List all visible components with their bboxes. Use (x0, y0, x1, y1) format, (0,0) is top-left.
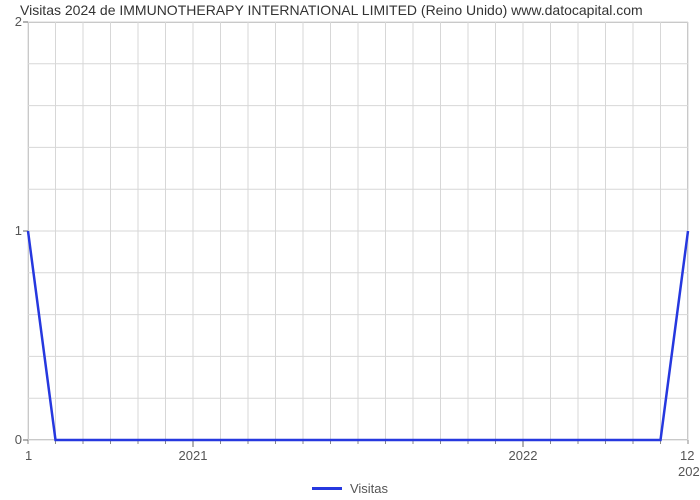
y-tick-label: 1 (2, 223, 22, 238)
legend-swatch (312, 487, 342, 490)
chart-container: Visitas 2024 de IMMUNOTHERAPY INTERNATIO… (0, 0, 700, 500)
x-right-edge-label: 12 (680, 448, 694, 463)
y-tick-label: 0 (2, 432, 22, 447)
legend-label: Visitas (350, 481, 388, 496)
axis-ticks (23, 22, 688, 447)
y-tick-label: 2 (2, 14, 22, 29)
legend: Visitas (0, 480, 700, 496)
x-right-edge-label-2: 202 (678, 464, 700, 479)
x-left-edge-label: 1 (25, 448, 32, 463)
chart-svg (0, 0, 700, 500)
x-tick-label: 2021 (179, 448, 208, 463)
x-tick-label: 2022 (509, 448, 538, 463)
gridlines (28, 22, 688, 440)
